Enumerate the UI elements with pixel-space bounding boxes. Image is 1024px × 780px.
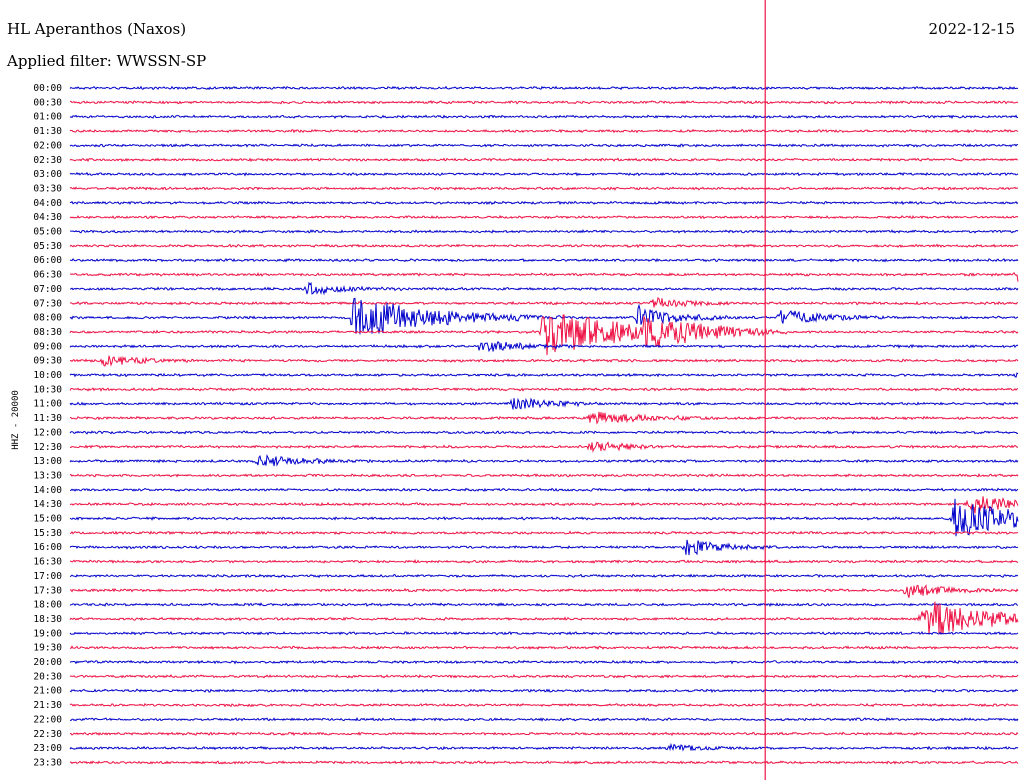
row-label: 12:30 [33,442,62,453]
row-label: 12:00 [33,427,62,438]
row-label: 08:30 [33,327,62,338]
row-label: 09:00 [33,341,62,352]
row-label: 07:30 [33,298,62,309]
row-label: 02:30 [33,155,62,166]
trace-row [69,157,1019,163]
trace-row [69,453,1019,467]
row-label: 11:00 [33,399,62,410]
row-label: 20:00 [33,657,62,668]
row-label: 05:30 [33,241,62,252]
trace-row [69,602,1019,608]
row-label: 16:30 [33,557,62,568]
row-label: 05:00 [33,227,62,238]
trace-row [69,243,1019,249]
trace-row [69,472,1019,478]
trace-row [69,498,1019,537]
row-label: 22:00 [33,714,62,725]
row-label: 04:00 [33,198,62,209]
row-label: 04:30 [33,212,62,223]
station-title: HL Aperanthos (Naxos) [7,20,187,38]
row-label: 21:30 [33,700,62,711]
row-label: 14:30 [33,499,62,510]
row-label: 19:30 [33,643,62,654]
row-label: 01:30 [33,126,62,137]
row-label: 07:00 [33,284,62,295]
row-label: 21:00 [33,686,62,697]
trace-row [69,100,1019,105]
trace-row [69,430,1019,435]
filter-label: Applied filter: WWSSN-SP [7,52,207,70]
trace-row [69,186,1019,191]
row-label: 08:00 [33,313,62,324]
trace-row [69,229,1019,234]
trace-row [69,717,1019,722]
trace-row [69,200,1019,206]
trace-row [69,742,1019,752]
row-label: 13:30 [33,470,62,481]
trace-row [69,355,1019,367]
row-label: 15:00 [33,514,62,525]
trace-row [69,85,1019,91]
trace-row [69,530,1019,536]
trace-row [69,296,1018,308]
trace-row [69,731,1019,737]
row-label: 20:30 [33,671,62,682]
row-label: 06:30 [33,270,62,281]
row-label: 01:00 [33,112,62,123]
trace-row [69,397,1019,410]
row-label: 09:30 [33,356,62,367]
row-label: 00:00 [33,83,62,94]
trace-row [69,702,1019,708]
trace-row [69,128,1019,134]
row-label: 02:00 [33,140,62,151]
trace-row [69,281,1019,296]
row-label: 10:30 [33,384,62,395]
trace-row [70,487,1019,492]
row-label: 13:00 [33,456,62,467]
trace-row [69,386,1019,392]
row-label: 16:00 [33,542,62,553]
trace-row [69,659,1019,665]
trace-row [69,584,1019,598]
row-label: 23:30 [33,757,62,768]
trace-row [69,630,1019,636]
row-label: 11:30 [33,413,62,424]
row-label: 17:00 [33,571,62,582]
row-label: 19:00 [33,628,62,639]
trace-row [69,645,1019,651]
date-label: 2022-12-15 [928,20,1015,38]
row-label: 00:30 [33,97,62,108]
row-label: 14:00 [33,485,62,496]
trace-row [69,372,1019,378]
trace-row [69,539,1019,556]
row-label: 18:30 [33,614,62,625]
trace-row [69,601,1019,635]
trace-row [69,171,1019,177]
trace-row [69,314,1019,356]
trace-row [69,673,1019,679]
trace-row [69,114,1019,120]
trace-row [69,573,1019,579]
trace-row [69,496,1019,514]
trace-row [69,441,1019,453]
row-label: 15:30 [33,528,62,539]
row-label: 06:00 [33,255,62,266]
trace-row [70,411,1019,425]
trace-row [69,688,1018,693]
trace-row [70,272,1019,282]
row-label: 18:00 [33,600,62,611]
row-label: 17:30 [33,585,62,596]
trace-row [69,340,1019,353]
row-label: 03:30 [33,183,62,194]
trace-row [69,214,1019,220]
trace-row [69,257,1019,263]
row-label: 23:00 [33,743,62,754]
row-label: 10:00 [33,370,62,381]
trace-row [69,760,1019,765]
trace-row [69,559,1019,564]
row-label: 03:00 [33,169,62,180]
row-label: 22:30 [33,729,62,740]
trace-row [69,143,1019,148]
